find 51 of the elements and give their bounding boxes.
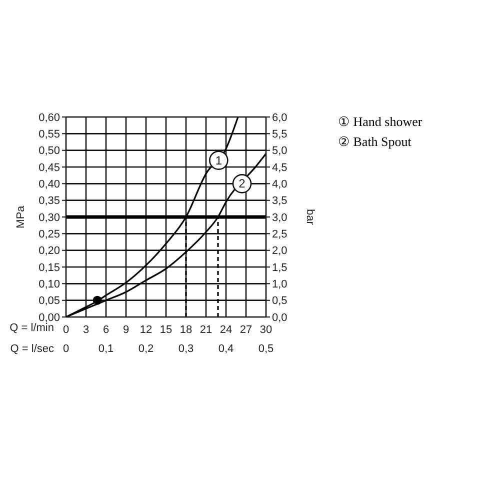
y2-tick-label: 5,0: [272, 145, 288, 158]
y-tick-label: 0,25: [38, 228, 60, 241]
annotation: 1: [215, 153, 222, 168]
y2-tick-label: 0,0: [272, 312, 288, 324]
y2-tick-label: 6,0: [272, 112, 288, 124]
y2-tick-label: 4,5: [272, 162, 288, 174]
x-tick-label: 15: [160, 324, 172, 336]
y2-tick-label: 1,0: [272, 278, 288, 291]
y-tick-label: 0,50: [38, 145, 60, 158]
y2-tick-label: 2,0: [272, 245, 288, 258]
y-tick-label: 0,05: [38, 295, 60, 308]
x-tick-label: 18: [180, 324, 192, 336]
x-tick-label: 12: [140, 324, 152, 336]
text: ② Bath Spout: [338, 133, 412, 151]
x-tick-label: 30: [260, 324, 272, 336]
x2-tick-label: 0,5: [258, 343, 274, 355]
x2-tick-label: 0,2: [138, 343, 154, 355]
y-tick-label: 0,00: [38, 312, 60, 324]
x-tick-label: 6: [102, 324, 110, 336]
y2-axis-title: bar: [304, 209, 316, 226]
annotation: 2: [238, 176, 246, 191]
y2-tick-label: 3,0: [272, 212, 288, 224]
y-axis-title: MPa: [14, 204, 27, 228]
y-tick-label: 0,40: [38, 178, 60, 191]
x-tick-label: 9: [122, 324, 130, 336]
y2-tick-label: 1,5: [272, 262, 288, 274]
y-tick-label: 0,45: [38, 162, 60, 174]
x-tick-label: 24: [220, 324, 232, 336]
y2-tick-label: 0,5: [272, 295, 288, 308]
y-tick-label: 0,10: [38, 278, 60, 291]
y-tick-label: 0,20: [38, 245, 60, 258]
y2-tick-label: 5,5: [272, 128, 288, 141]
y-tick-label: 0,30: [38, 212, 60, 224]
y-tick-label: 0,55: [38, 128, 60, 141]
text: ① Hand shower: [338, 113, 422, 131]
y2-tick-label: 3,5: [272, 195, 288, 208]
y-tick-label: 0,35: [38, 195, 60, 208]
y2-tick-label: 4,0: [272, 178, 288, 191]
x2-tick-label: 0,1: [98, 343, 114, 355]
y-tick-label: 0,15: [38, 262, 60, 274]
x-tick-label: 27: [240, 324, 252, 336]
x2-tick-label: 0: [62, 343, 70, 355]
x2-tick-label: 0,4: [218, 343, 234, 355]
x-tick-label: 0: [62, 324, 70, 336]
y-tick-label: 0,60: [38, 112, 60, 124]
x-tick-label: 3: [82, 324, 90, 336]
x2-tick-label: 0,3: [178, 343, 194, 355]
x-axis-title: Q = l/min: [10, 322, 54, 334]
y2-tick-label: 2,5: [272, 228, 288, 241]
x-tick-label: 21: [200, 324, 212, 336]
x2-axis-title: Q = l/sec: [10, 343, 54, 355]
